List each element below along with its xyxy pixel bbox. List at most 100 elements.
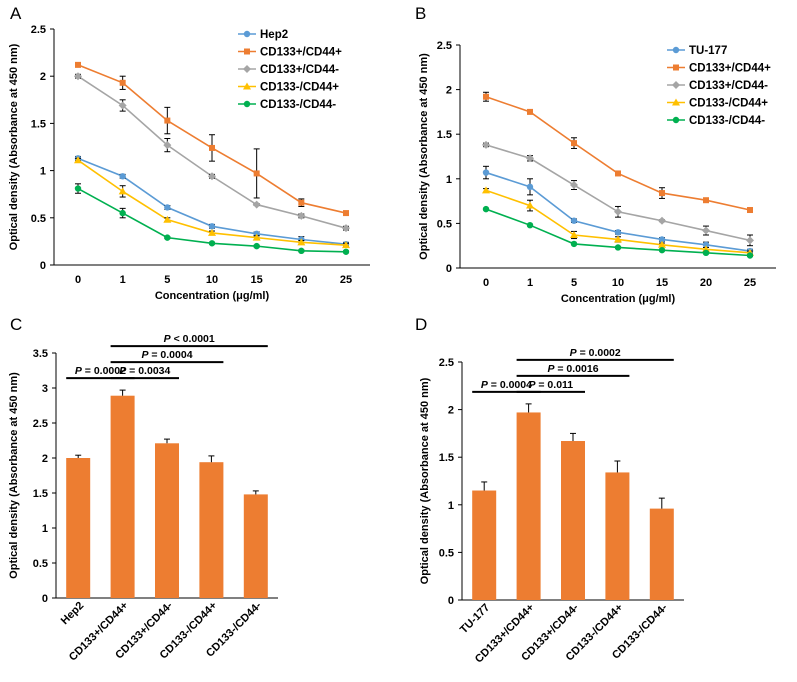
data-point [298,247,305,255]
significance-label: P = 0.0034 [119,365,170,377]
series-line [485,95,751,211]
y-axis-title: Optical density (Absorbance at 450 nm) [418,53,430,260]
data-point [343,210,349,217]
y-tick-label: 0.5 [437,218,452,230]
data-point [746,252,754,259]
data-point [163,141,172,150]
y-tick-label: 1 [446,174,452,186]
data-point [252,200,261,209]
x-tick-label: 20 [295,274,307,286]
panel-letter: D [415,315,427,334]
data-point [570,240,578,248]
legend-marker [243,82,251,90]
y-tick-label: 1 [40,166,46,178]
y-tick-label: 2.5 [31,24,46,36]
significance-label: P = 0.011 [528,379,573,391]
legend-label: CD133-/CD44+ [260,82,339,94]
legend-label: CD133-/CD44- [689,115,765,127]
series-line [485,189,751,254]
data-point [482,140,490,149]
series-CD133+/CD44+ [75,61,349,217]
data-point [702,241,710,249]
y-tick-label: 1.5 [31,118,46,130]
legend-marker [672,81,680,89]
data-point [746,236,754,245]
data-point [252,233,261,241]
legend-marker [672,46,680,54]
y-tick-label: 3.5 [33,348,48,360]
data-point [74,185,82,192]
data-point [658,216,666,225]
data-point [119,209,126,217]
y-tick-label: 2.5 [439,357,454,369]
data-point [164,117,171,124]
bar [199,462,224,598]
data-point [747,207,753,214]
data-point [658,240,666,248]
data-point [297,238,306,246]
data-point [163,215,172,223]
data-point [659,190,665,197]
x-tick-label: 15 [251,274,263,286]
data-point [253,170,260,177]
data-point [614,229,622,236]
legend-label: Hep2 [260,29,288,41]
x-tick-label: TU-177 [458,602,492,636]
data-point [208,228,216,236]
data-point [614,244,622,251]
data-point [297,211,306,220]
data-point [482,169,490,176]
y-tick-label: 2 [40,71,46,83]
legend-label: CD133-/CD44- [260,99,336,111]
legend-marker [244,48,250,55]
panel-a: A 0 0.5 1 1.5 2 2.5 Optical density (Absorbance… [8,4,370,302]
data-point [658,246,666,254]
y-tick-label: 2.5 [33,418,48,430]
data-point [526,221,534,229]
x-tick-label: 0 [75,274,81,286]
legend-marker [243,65,251,73]
series-CD133+/CD44- [74,72,350,233]
panel-letter: C [10,315,22,334]
data-point [119,79,126,86]
data-point [483,93,489,100]
bar [649,508,674,600]
significance-label: P = 0.0016 [547,363,598,375]
data-point [118,187,127,195]
x-tick-label: Hep2 [59,600,87,628]
data-point [702,226,710,235]
series-CD133-/CD44- [482,205,754,259]
significance-label: P < 0.0001 [164,333,215,345]
x-tick-label: 10 [206,274,218,286]
series-CD133+/CD44- [482,140,754,247]
x-tick-label: 5 [164,274,170,286]
legend-label: CD133+/CD44+ [260,47,342,59]
x-tick-label: 25 [340,274,352,286]
y-tick-label: 1.5 [439,452,454,464]
legend-marker [672,98,680,106]
legend-marker [243,100,251,108]
data-point [526,183,534,191]
series-CD133-/CD44+ [74,156,350,249]
y-tick-label: 1.5 [437,129,452,141]
data-point [342,224,350,233]
significance-label: P = 0.0004 [481,379,532,391]
data-point [342,241,350,249]
data-point [658,236,666,243]
legend-marker [243,30,251,38]
x-tick-label: 1 [527,277,533,289]
significance-label: P = 0.0002 [75,365,126,377]
y-tick-label: 0 [40,260,46,272]
data-point [703,197,709,204]
y-tick-label: 1 [448,500,454,512]
bar [605,472,630,600]
y-tick-label: 0 [446,263,452,275]
x-tick-label: 10 [612,277,624,289]
legend-label: CD133+/CD44- [260,64,339,76]
data-point [208,240,216,247]
y-tick-label: 1 [42,523,48,535]
y-tick-label: 0.5 [33,558,48,570]
series-CD133-/CD44- [74,183,350,255]
bar [472,490,497,600]
